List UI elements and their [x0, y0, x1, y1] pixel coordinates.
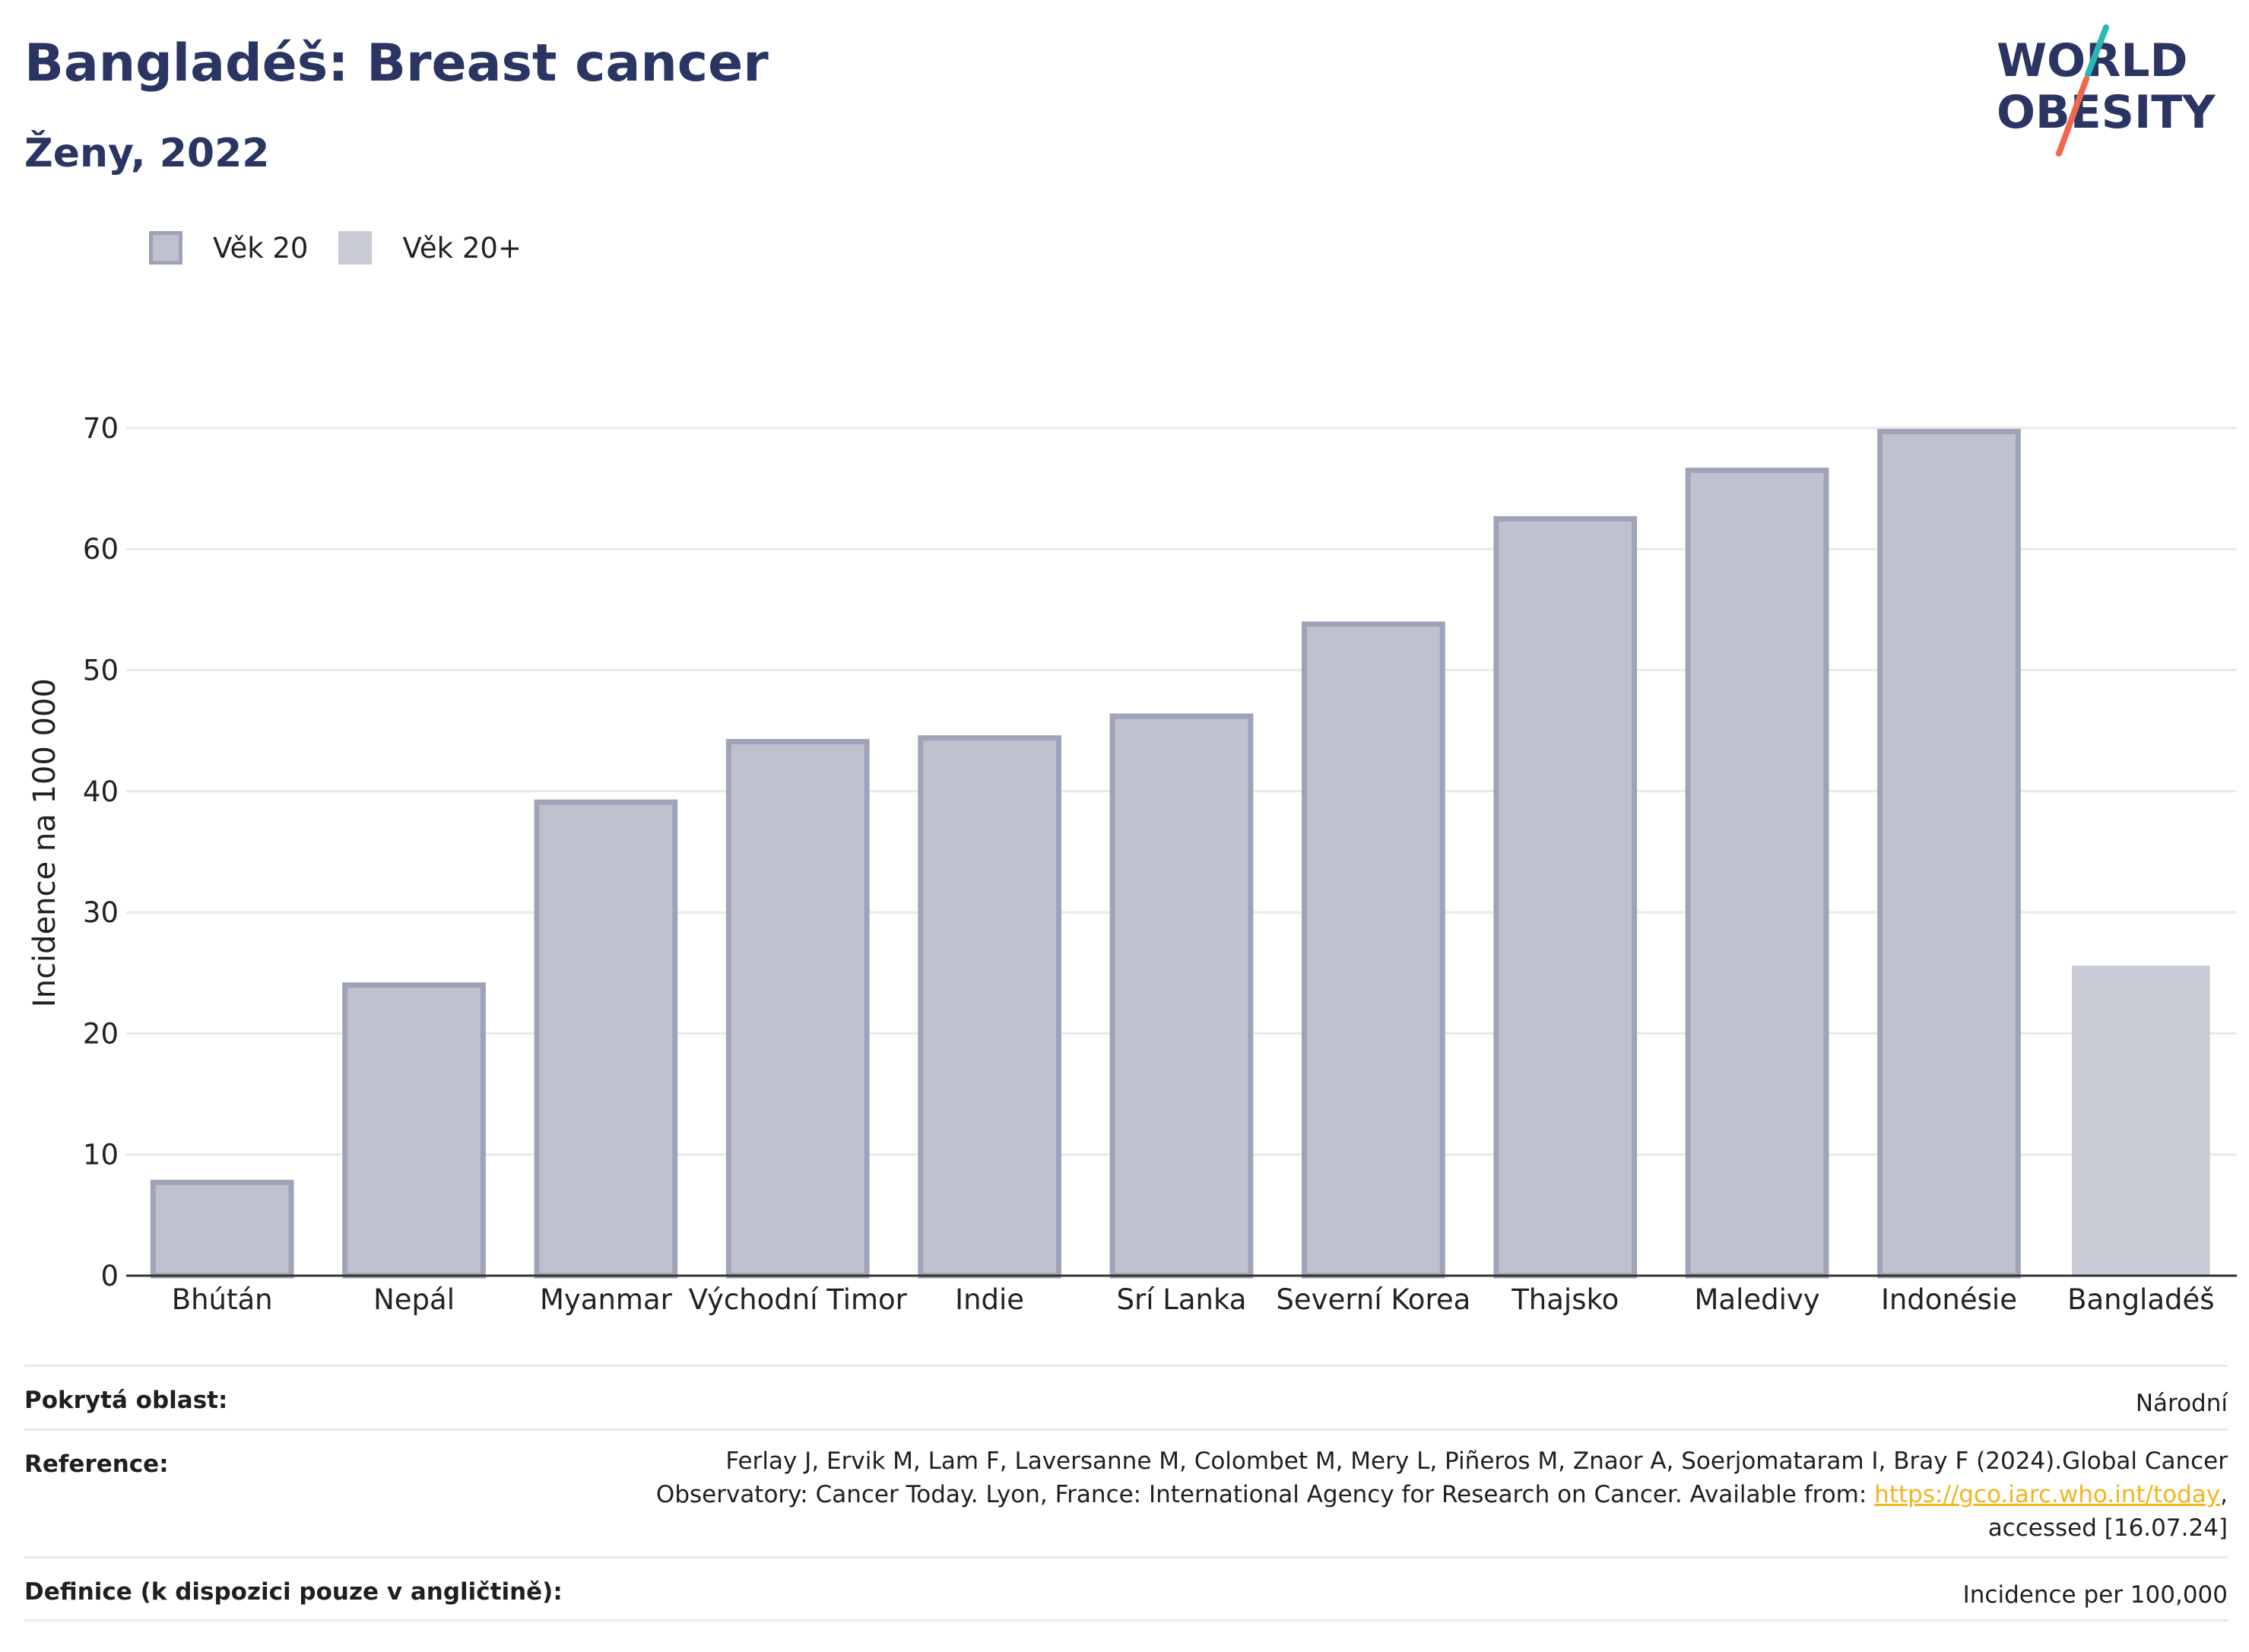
reference-value: Ferlay J, Ervik M, Lam F, Laversanne M, … [656, 1431, 2228, 1556]
x-tick-label: Nepál [373, 1283, 455, 1316]
legend-label-vek-20: Věk 20 [213, 231, 309, 265]
bar-vek-20 [1685, 468, 1829, 1279]
x-tick-label: Srí Lanka [1117, 1283, 1247, 1316]
bar-vek-20 [918, 735, 1061, 1279]
x-tick-label: Bhútán [172, 1283, 273, 1316]
legend-item-vek-20-plus[interactable]: Věk 20+ [338, 231, 522, 265]
bar-vek-20 [1877, 429, 2021, 1279]
footer-row-coverage: Pokrytá oblast: Národní [24, 1365, 2228, 1428]
y-tick-label: 60 [83, 533, 119, 566]
y-axis-title: Incidence na 100 000 [27, 678, 62, 1007]
definition-value: Incidence per 100,000 [1962, 1581, 2228, 1609]
world-obesity-logo: WORLD OBESITY [1997, 24, 2216, 157]
x-tick-label: Thajsko [1511, 1283, 1619, 1316]
bar-vek-20 [150, 1179, 294, 1279]
footer-row-reference: Reference: Ferlay J, Ervik M, Lam F, Lav… [24, 1428, 2228, 1556]
reference-line-2-end: , [2220, 1481, 2228, 1508]
reference-label: Reference: [24, 1451, 169, 1478]
legend-swatch-vek-20 [149, 231, 182, 265]
chart-subtitle: Ženy, 2022 [24, 131, 270, 176]
y-tick-label: 0 [100, 1260, 119, 1292]
bar-vek-20 [342, 982, 486, 1279]
x-tick-label: Bangladéš [2067, 1283, 2214, 1316]
reference-line-2-text: Observatory: Cancer Today. Lyon, France:… [655, 1481, 1875, 1508]
bar-vek-20 [534, 799, 678, 1279]
bar-vek-20-plus [2071, 966, 2210, 1276]
chart-title: Bangladéš: Breast cancer [24, 33, 769, 94]
reference-line-2: Observatory: Cancer Today. Lyon, France:… [656, 1478, 2228, 1511]
bar-chart: 0 10 20 30 40 50 60 70 Incidence na 100 000 Bhútá… [27, 412, 2237, 1316]
definition-label: Definice (k dispozici pouze v angličtině… [24, 1578, 563, 1606]
y-tick-label: 50 [83, 655, 119, 687]
x-tick-label: Východní Timor [689, 1283, 908, 1316]
reference-line-1: Ferlay J, Ervik M, Lam F, Laversanne M, … [725, 1447, 2228, 1475]
y-tick-label: 10 [83, 1139, 119, 1172]
logo-slash-coral [2056, 76, 2089, 157]
reference-line-3: accessed [16.07.24] [1987, 1514, 2228, 1542]
reference-link[interactable]: https://gco.iarc.who.int/today [1874, 1481, 2221, 1508]
y-tick-label: 30 [83, 896, 119, 929]
footer-row-definition: Definice (k dispozici pouze v angličtině… [24, 1556, 2228, 1622]
coverage-value: Národní [2135, 1390, 2228, 1417]
bar-vek-20 [1302, 621, 1445, 1279]
y-tick-label: 20 [83, 1017, 119, 1050]
x-tick-label: Myanmar [540, 1283, 673, 1316]
x-tick-label: Indie [955, 1283, 1024, 1316]
bar-vek-20 [1109, 713, 1254, 1279]
y-tick-label: 40 [83, 775, 119, 808]
legend-label-vek-20-plus: Věk 20+ [402, 231, 522, 265]
logo-word-obesity: OBESITY [1997, 86, 2216, 139]
legend: Věk 20 Věk 20+ [149, 225, 552, 271]
y-tick-label: 70 [83, 412, 119, 445]
logo-slash-teal [2085, 24, 2109, 78]
legend-item-vek-20[interactable]: Věk 20 [149, 231, 308, 265]
coverage-label: Pokrytá oblast: [24, 1387, 228, 1414]
bar-vek-20 [1493, 515, 1638, 1279]
x-tick-label: Maledivy [1694, 1283, 1819, 1316]
x-tick-label: Severní Korea [1276, 1283, 1470, 1316]
bar-vek-20 [725, 738, 870, 1279]
x-tick-label: Indonésie [1881, 1283, 2017, 1316]
legend-swatch-vek-20-plus [338, 231, 373, 265]
